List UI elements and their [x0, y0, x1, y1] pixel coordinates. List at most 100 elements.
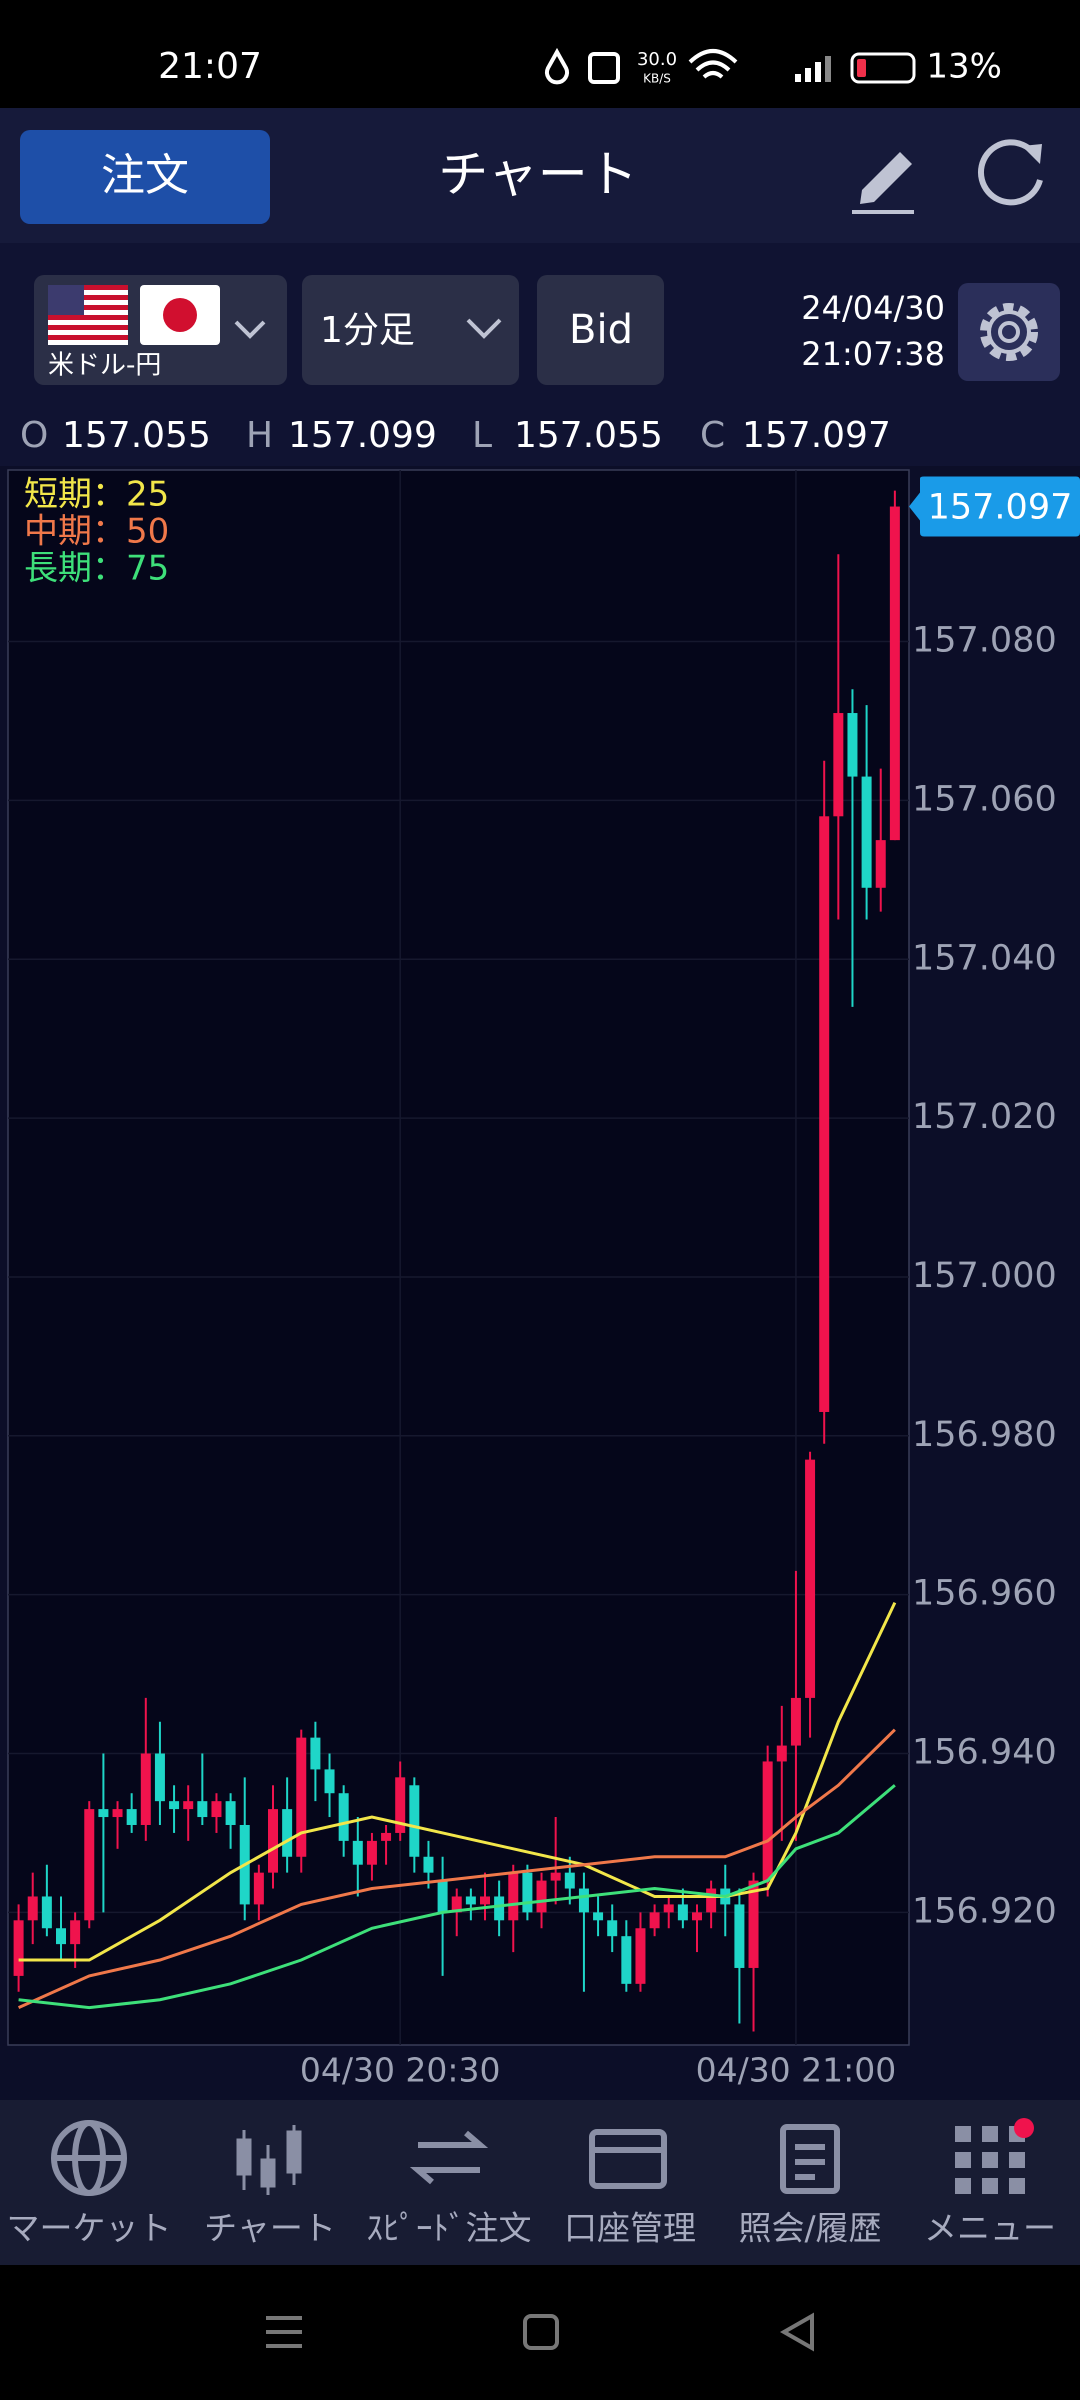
us-flag — [48, 285, 128, 345]
ohlc-value: 157.055 — [514, 415, 663, 456]
edit-button[interactable] — [852, 152, 914, 214]
candle-body — [564, 1872, 575, 1889]
y-tick-label: 157.060 — [912, 779, 1057, 819]
battery — [850, 52, 916, 84]
candle-body — [861, 776, 872, 888]
pair-label[interactable]: 米ドル-円 — [48, 351, 161, 381]
candle-body — [465, 1896, 476, 1905]
candle-body — [889, 506, 900, 841]
nav-label[interactable]: ｽﾋﾟｰﾄﾞ注文 — [367, 2209, 532, 2248]
last-price-label: 157.097 — [928, 488, 1073, 528]
nav-label[interactable]: 口座管理 — [564, 2209, 696, 2248]
last-price-tag — [909, 476, 1080, 537]
candle-body — [366, 1840, 377, 1865]
y-tick-label: 157.040 — [912, 938, 1057, 978]
candle-body — [84, 1809, 95, 1921]
candle-body — [310, 1737, 321, 1770]
candle-body — [550, 1872, 561, 1881]
candle-body — [41, 1896, 52, 1929]
candle-body — [508, 1872, 519, 1921]
x-tick-label: 04/30 21:00 — [696, 2051, 897, 2090]
history-icon[interactable] — [780, 2124, 840, 2194]
market-icon[interactable] — [51, 2120, 127, 2196]
timeframe-label[interactable]: 1分足 — [320, 310, 415, 351]
ohlc-label: C — [700, 415, 725, 456]
candle-body — [324, 1769, 335, 1794]
home-button[interactable] — [523, 2314, 559, 2350]
candle-body — [692, 1912, 702, 1921]
status-icon — [545, 47, 569, 85]
candle-body — [395, 1777, 406, 1833]
legend-entry: 中期：50 — [24, 512, 169, 552]
ohlc-value: 157.099 — [288, 415, 437, 456]
candle-body — [98, 1809, 109, 1818]
speed-order-icon[interactable] — [409, 2130, 489, 2185]
candle-body — [607, 1920, 618, 1937]
nav-label[interactable]: メニュー — [924, 2209, 1056, 2248]
candle-body — [381, 1832, 392, 1841]
order-button[interactable] — [20, 130, 270, 224]
candle-body — [13, 1920, 24, 1976]
timeframe-selector[interactable] — [302, 275, 519, 385]
candle-body — [112, 1809, 123, 1818]
candle-body — [847, 713, 858, 777]
nav-icons — [51, 2118, 1034, 2196]
nav-label[interactable]: チャート — [204, 2209, 336, 2248]
nav-label[interactable]: マーケット — [7, 2209, 172, 2248]
y-tick-label: 156.960 — [912, 1574, 1057, 1614]
ohlc-value: 157.055 — [62, 415, 211, 456]
candle-body — [296, 1737, 307, 1857]
nav-bar — [0, 2100, 1080, 2265]
wifi-icon — [688, 49, 738, 79]
candle-body — [338, 1793, 349, 1841]
ohlc-value: 157.097 — [742, 415, 891, 456]
candle-body — [409, 1785, 420, 1857]
account-icon[interactable] — [589, 2129, 667, 2189]
gear-icon[interactable] — [980, 303, 1038, 361]
candle-body — [70, 1920, 81, 1945]
chart-icon[interactable] — [236, 2125, 302, 2195]
settings-button[interactable] — [958, 283, 1060, 381]
net-unit: KB/S — [643, 72, 671, 86]
candle-body — [225, 1801, 236, 1825]
price-type-button[interactable] — [537, 275, 664, 385]
candle-body — [27, 1896, 38, 1921]
moving-average — [18, 1784, 896, 2010]
battery-level — [857, 59, 866, 77]
system-nav — [0, 2265, 1080, 2400]
candle-body — [635, 1928, 646, 1984]
candle-body — [649, 1912, 660, 1929]
battery-text: 13% — [926, 47, 1002, 87]
signal-icon — [795, 56, 831, 82]
candle-body — [833, 713, 844, 817]
nav-label[interactable]: 照会/履歴 — [738, 2209, 881, 2248]
refresh-button[interactable] — [977, 139, 1043, 206]
candle-body — [268, 1809, 278, 1873]
y-tick-label: 156.980 — [912, 1415, 1057, 1455]
candle-body — [183, 1801, 194, 1810]
price-type-label[interactable]: Bid — [569, 307, 633, 353]
dropdown-arrow — [466, 318, 502, 339]
candle-body — [197, 1801, 208, 1818]
date: 24/04/30 — [801, 289, 945, 327]
candle-body — [819, 816, 830, 1412]
ohlc-label: H — [246, 415, 273, 456]
y-tick-label: 156.920 — [912, 1891, 1057, 1931]
jp-flag — [140, 285, 220, 345]
candle-body — [536, 1880, 547, 1913]
candle-body — [494, 1896, 505, 1921]
menu-icon[interactable] — [955, 2118, 1034, 2194]
candle-body — [762, 1761, 773, 1881]
system-buttons — [266, 2312, 814, 2352]
plot: 156.920 156.940 156.960 156.980 157.000 157.0… — [8, 470, 1080, 2090]
candle-body — [211, 1801, 222, 1818]
back-button[interactable] — [779, 2312, 814, 2352]
net-speed: 30.0 — [637, 49, 677, 70]
order-button-label[interactable]: 注文 — [101, 150, 189, 201]
candle-body — [423, 1856, 434, 1873]
recents-button[interactable] — [266, 2316, 302, 2348]
clock: 21:07 — [158, 46, 262, 87]
candle-body — [154, 1753, 165, 1802]
candle-body — [352, 1840, 363, 1865]
